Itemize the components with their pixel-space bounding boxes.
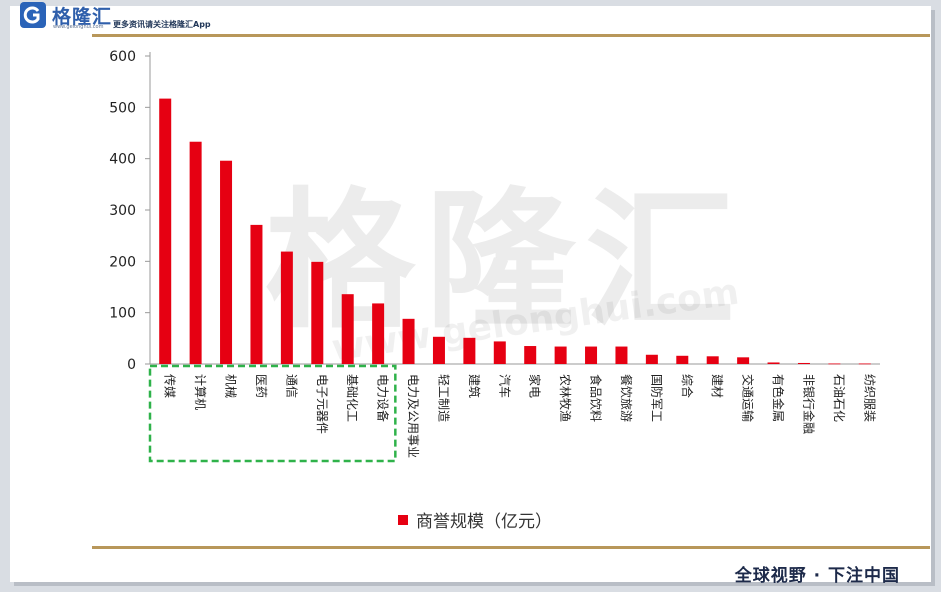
bar-国防军工	[645, 354, 658, 364]
brand-logo-icon	[20, 2, 46, 28]
legend-label: 商誉规模（亿元）	[416, 512, 552, 532]
x-tick-label: 非银行金融	[801, 374, 816, 434]
bottom-divider	[92, 546, 930, 549]
y-tick-label: 100	[109, 306, 136, 322]
bar-餐饮旅游	[615, 346, 628, 364]
bar-电力设备	[372, 303, 385, 364]
legend-swatch	[398, 514, 408, 525]
x-tick-label: 机械	[224, 374, 239, 398]
bar-纺织服装	[858, 363, 871, 365]
y-tick-label: 400	[109, 152, 136, 168]
bar-食品饮料	[585, 346, 598, 364]
y-tick-label: 200	[109, 254, 136, 270]
y-tick-label: 300	[109, 203, 136, 219]
footer-slogan: 全球视野 · 下注中国	[734, 566, 900, 586]
bar-有色金属	[767, 362, 780, 364]
x-tick-label: 基础化工	[345, 374, 359, 422]
x-tick-label: 传媒	[163, 374, 178, 398]
bar-非银行金融	[797, 362, 810, 364]
bar-家电	[524, 346, 537, 364]
x-tick-label: 食品饮料	[589, 374, 604, 422]
bar-建材	[706, 356, 719, 364]
bar-电子元器件	[311, 261, 324, 364]
x-tick-label: 石油石化	[832, 374, 846, 422]
x-tick-label: 建筑	[467, 374, 482, 398]
x-tick-label: 有色金属	[771, 374, 786, 422]
y-tick-label: 0	[127, 357, 136, 373]
x-tick-label: 纺织服装	[862, 374, 876, 422]
x-tick-label: 家电	[528, 374, 543, 398]
bar-计算机	[189, 141, 202, 364]
bar-传媒	[159, 98, 172, 365]
y-tick-label: 600	[109, 49, 136, 65]
bar-汽车	[493, 341, 506, 364]
x-tick-label: 医药	[254, 374, 268, 398]
bar-轻工制造	[432, 336, 445, 364]
x-tick-label: 农林牧渔	[558, 374, 572, 422]
header-tagline: 更多资讯请关注格隆汇App	[113, 20, 211, 29]
x-tick-label: 轻工制造	[436, 374, 450, 422]
chart-legend: 商誉规模（亿元）	[398, 507, 552, 532]
x-tick-label: 通信	[284, 374, 298, 398]
bar-综合	[676, 355, 689, 364]
x-tick-label: 建材	[710, 374, 724, 398]
x-tick-label: 汽车	[497, 374, 512, 398]
bar-通信	[280, 251, 293, 364]
bar-交通运输	[737, 357, 750, 364]
x-tick-label: 计算机	[193, 374, 208, 410]
bar-机械	[220, 160, 233, 364]
y-tick-label: 500	[109, 100, 136, 116]
top-divider	[92, 34, 930, 37]
bar-石油石化	[828, 363, 841, 365]
x-tick-label: 电力及公用事业	[406, 374, 420, 458]
brand-url: www.gelonghui.com	[53, 24, 104, 30]
highlight-box	[148, 364, 397, 463]
bar-农林牧渔	[554, 346, 567, 364]
x-tick-label: 综合	[680, 374, 695, 398]
bar-医药	[250, 224, 263, 364]
bar-建筑	[463, 337, 476, 364]
x-tick-label: 电力设备	[376, 374, 390, 422]
x-tick-label: 国防军工	[649, 374, 664, 422]
brand-name: 格隆汇	[52, 6, 113, 28]
bar-基础化工	[341, 294, 354, 364]
x-tick-label: 餐饮旅游	[619, 374, 634, 422]
x-tick-label: 交通运输	[741, 374, 756, 422]
bar-电力及公用事业	[402, 318, 415, 364]
x-tick-label: 电子元器件	[315, 374, 329, 434]
